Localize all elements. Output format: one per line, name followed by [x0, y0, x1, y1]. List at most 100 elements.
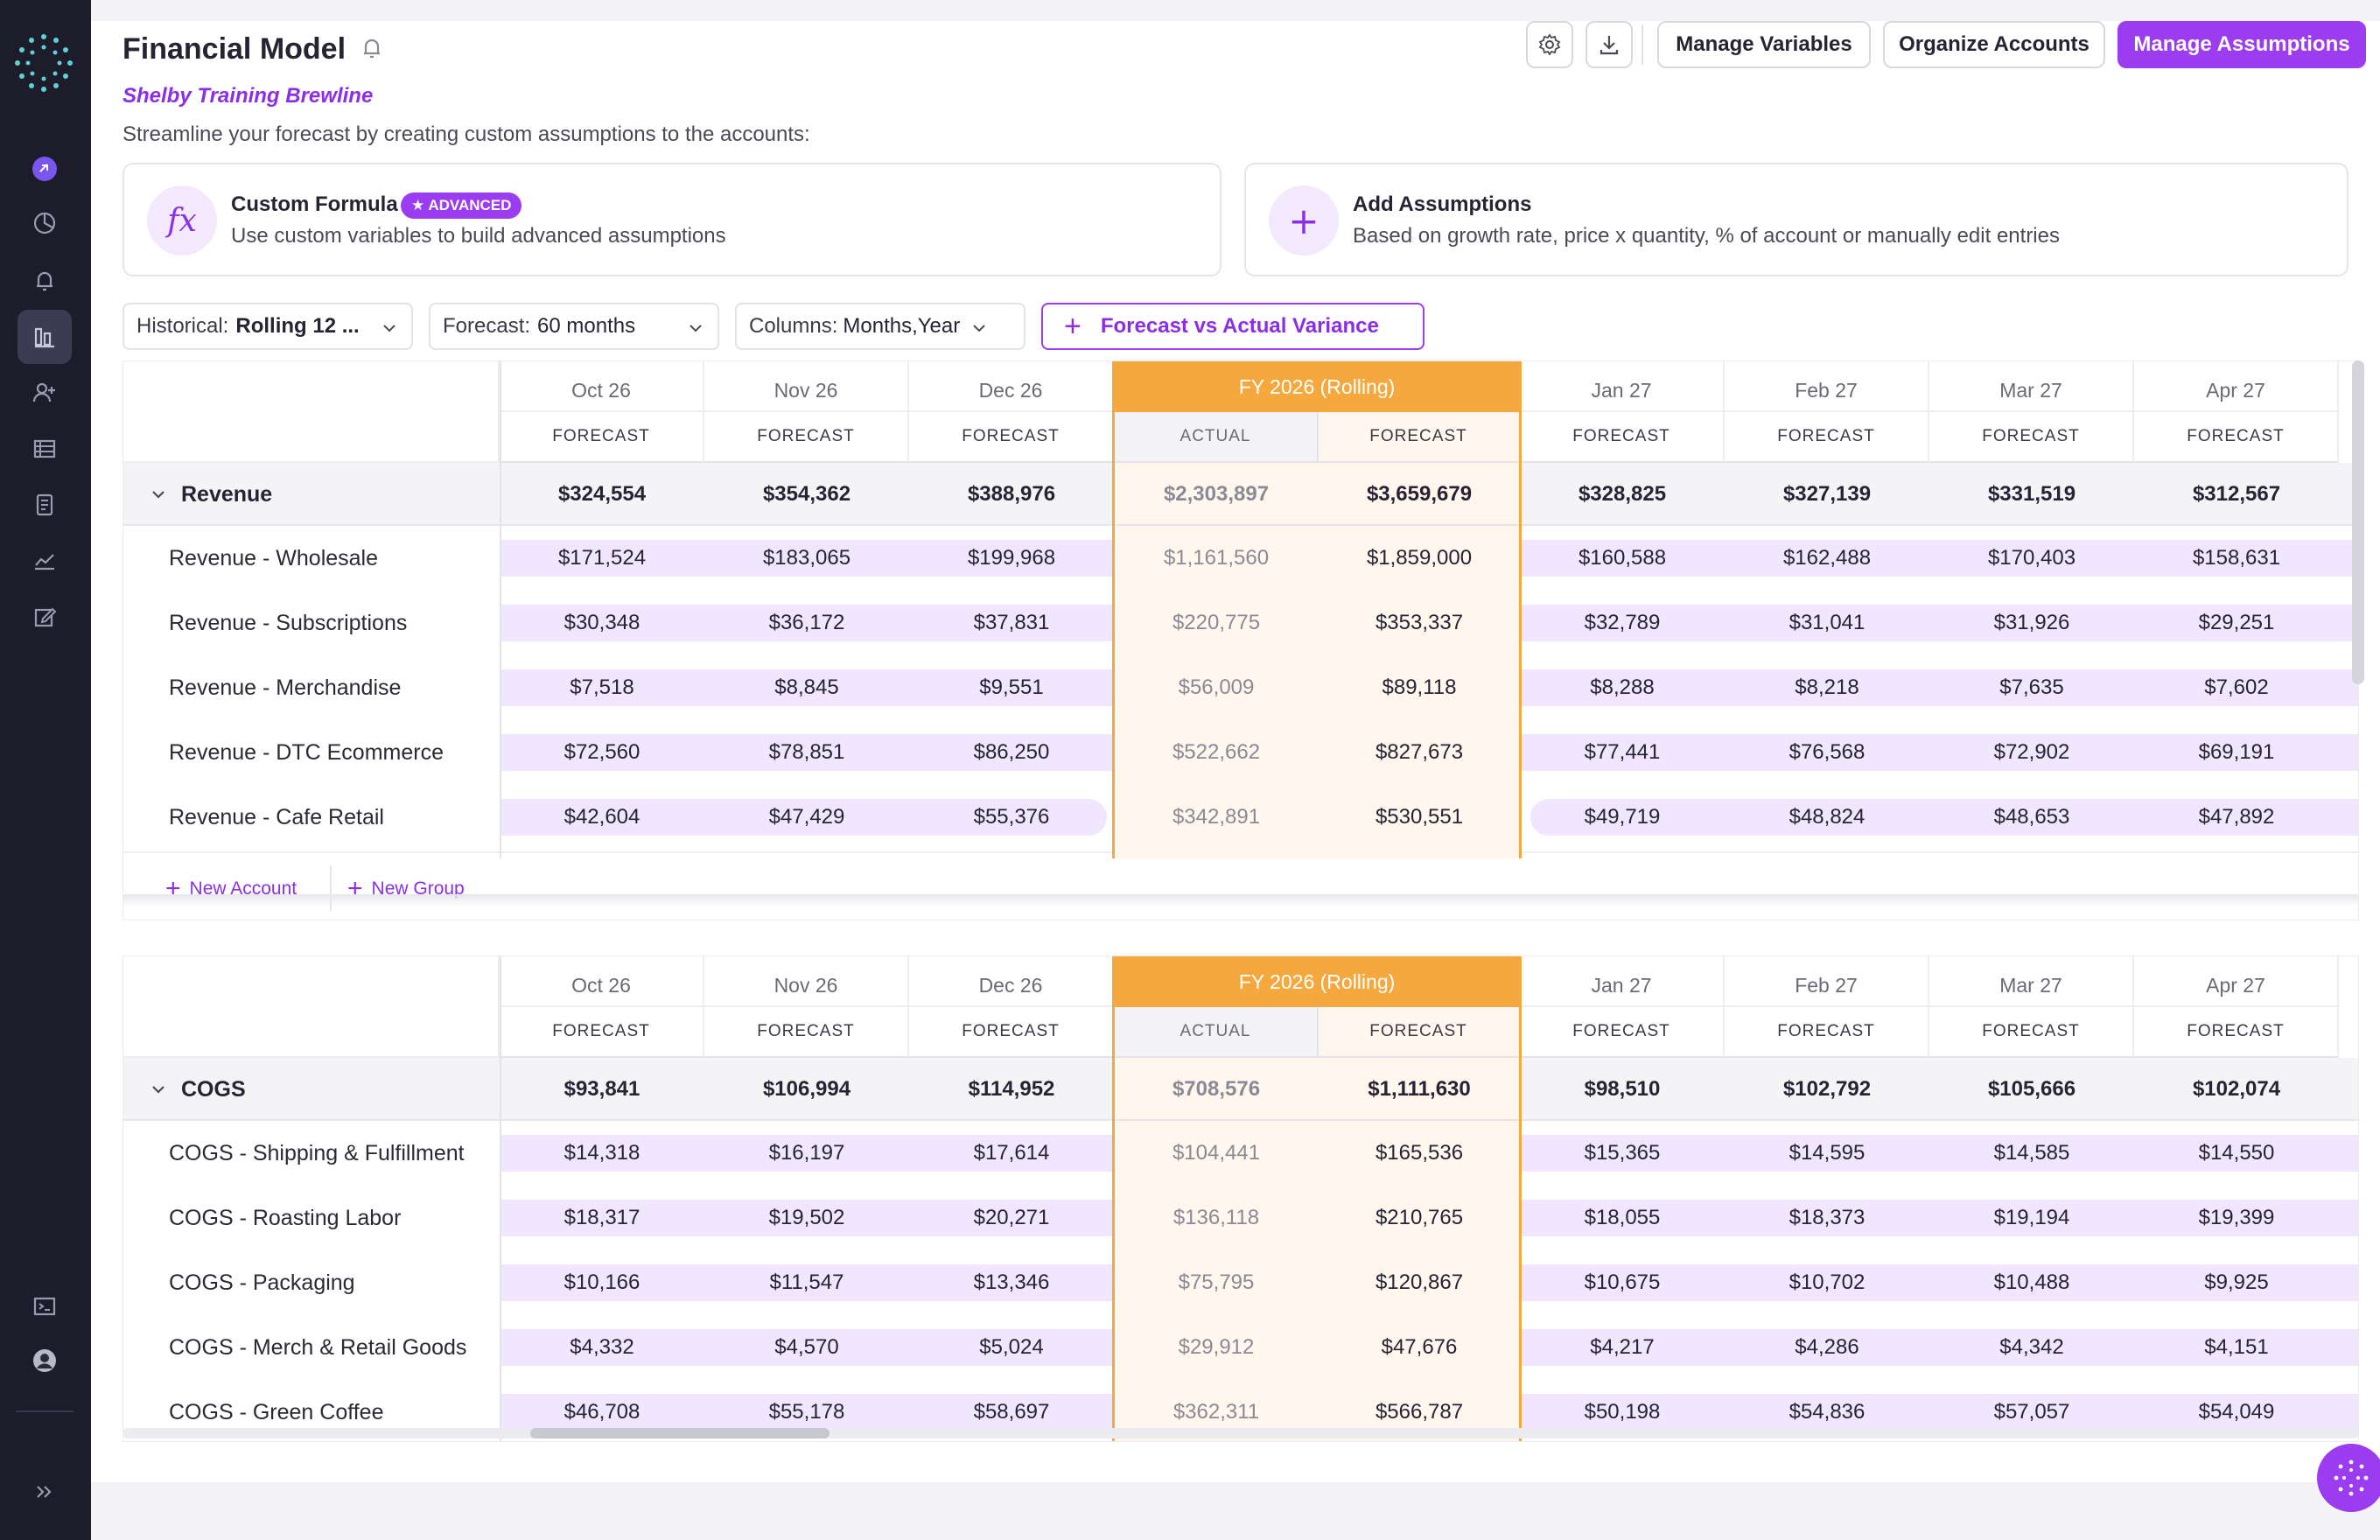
account-value[interactable]: $4,570 [774, 1335, 839, 1359]
download-button[interactable] [1586, 21, 1633, 68]
group-name[interactable]: Revenue [181, 481, 273, 507]
account-value[interactable]: $4,342 [1999, 1335, 2064, 1359]
account-value[interactable]: $72,902 [1993, 740, 2070, 764]
account-value[interactable]: $13,346 [973, 1270, 1050, 1294]
account-value[interactable]: $48,653 [1993, 805, 2070, 829]
logo-icon[interactable] [12, 32, 75, 94]
organize-accounts-button[interactable]: Organize Accounts [1883, 21, 2105, 68]
profile-icon[interactable] [18, 1334, 72, 1388]
account-value[interactable]: $10,702 [1788, 1270, 1866, 1294]
account-value[interactable]: $78,851 [768, 740, 845, 764]
account-value[interactable]: $14,595 [1788, 1141, 1866, 1165]
account-value[interactable]: $530,551 [1375, 805, 1464, 829]
account-value[interactable]: $14,318 [564, 1141, 640, 1165]
account-value[interactable]: $4,332 [570, 1335, 634, 1359]
columns-dropdown[interactable]: Columns: Months,Year [735, 303, 1026, 350]
account-value[interactable]: $210,765 [1375, 1206, 1464, 1229]
account-value[interactable]: $49,719 [1584, 805, 1661, 829]
account-value[interactable]: $16,197 [768, 1141, 845, 1165]
account-name[interactable]: Revenue - Wholesale [169, 545, 379, 570]
users-icon[interactable] [18, 366, 72, 420]
account-value[interactable]: $17,614 [973, 1141, 1050, 1165]
account-value[interactable]: $54,049 [2198, 1400, 2275, 1424]
account-value[interactable]: $19,399 [2198, 1206, 2275, 1229]
terminal-icon[interactable] [18, 1279, 72, 1334]
expand-icon[interactable] [18, 1465, 72, 1519]
financial-model-icon[interactable] [18, 310, 72, 364]
account-value[interactable]: $55,178 [768, 1400, 845, 1424]
account-value[interactable]: $827,673 [1375, 740, 1464, 764]
account-value[interactable]: $47,676 [1381, 1335, 1458, 1359]
horizontal-scrollbar[interactable] [530, 1428, 830, 1438]
account-value[interactable]: $1,859,000 [1366, 546, 1473, 570]
account-value[interactable]: $18,317 [564, 1206, 640, 1229]
account-value[interactable]: $31,926 [1993, 611, 2070, 634]
edit-icon[interactable] [18, 590, 72, 644]
account-value[interactable]: $37,831 [973, 611, 1050, 634]
account-value[interactable]: $183,065 [762, 546, 851, 570]
account-value[interactable]: $165,536 [1375, 1141, 1464, 1165]
dashboard-icon[interactable] [18, 196, 72, 250]
account-value[interactable]: $19,502 [768, 1206, 845, 1229]
account-value[interactable]: $86,250 [973, 740, 1050, 764]
account-value[interactable]: $18,055 [1584, 1206, 1661, 1229]
account-value[interactable]: $46,708 [564, 1400, 640, 1424]
account-value[interactable]: $48,824 [1788, 805, 1866, 829]
account-value[interactable]: $11,547 [769, 1270, 844, 1294]
manage-variables-button[interactable]: Manage Variables [1657, 21, 1871, 68]
account-value[interactable]: $47,892 [2198, 805, 2275, 829]
forecast-vs-actual-variance-button[interactable]: + Forecast vs Actual Variance [1041, 303, 1424, 350]
account-value[interactable]: $8,288 [1590, 676, 1655, 699]
account-name[interactable]: COGS - Shipping & Fulfillment [169, 1140, 465, 1166]
account-value[interactable]: $9,925 [2204, 1270, 2269, 1294]
account-value[interactable]: $18,373 [1788, 1206, 1866, 1229]
assistant-button[interactable] [2317, 1444, 2380, 1512]
analytics-icon[interactable] [18, 534, 72, 588]
account-value[interactable]: $42,604 [564, 805, 640, 829]
account-name[interactable]: COGS - Roasting Labor [169, 1205, 402, 1230]
account-value[interactable]: $160,588 [1578, 546, 1667, 570]
account-value[interactable]: $199,968 [967, 546, 1056, 570]
account-value[interactable]: $14,585 [1993, 1141, 2070, 1165]
bell-icon[interactable] [357, 33, 387, 63]
account-value[interactable]: $10,488 [1993, 1270, 2070, 1294]
account-name[interactable]: Revenue - Subscriptions [169, 610, 408, 635]
account-value[interactable]: $7,518 [570, 676, 634, 699]
account-value[interactable]: $50,198 [1584, 1400, 1661, 1424]
vertical-scrollbar[interactable] [2352, 360, 2364, 684]
account-value[interactable]: $566,787 [1375, 1400, 1464, 1424]
account-value[interactable]: $76,568 [1788, 740, 1866, 764]
account-value[interactable]: $32,789 [1584, 611, 1661, 634]
chevron-down-icon[interactable] [150, 486, 167, 503]
account-name[interactable]: Revenue - DTC Ecommerce [169, 739, 444, 765]
account-value[interactable]: $20,271 [973, 1206, 1050, 1229]
manage-assumptions-button[interactable]: Manage Assumptions [2118, 21, 2366, 68]
account-value[interactable]: $14,550 [2198, 1141, 2275, 1165]
account-name[interactable]: Revenue - Cafe Retail [169, 804, 384, 830]
transactions-icon[interactable] [18, 422, 72, 476]
account-value[interactable]: $57,057 [1993, 1400, 2070, 1424]
forecast-dropdown[interactable]: Forecast: 60 months [429, 303, 719, 350]
account-value[interactable]: $171,524 [557, 546, 647, 570]
account-value[interactable]: $72,560 [564, 740, 640, 764]
chevron-down-icon[interactable] [150, 1081, 167, 1098]
custom-formula-card[interactable]: fx Custom Formula ★ ADVANCED Use custom … [122, 163, 1222, 276]
account-value[interactable]: $15,365 [1584, 1141, 1661, 1165]
account-value[interactable]: $8,218 [1795, 676, 1859, 699]
account-value[interactable]: $158,631 [2192, 546, 2281, 570]
account-value[interactable]: $4,286 [1795, 1335, 1859, 1359]
group-name[interactable]: COGS [181, 1076, 246, 1102]
integrations-icon[interactable] [18, 142, 72, 196]
settings-button[interactable] [1526, 21, 1573, 68]
account-value[interactable]: $162,488 [1782, 546, 1872, 570]
account-value[interactable]: $77,441 [1584, 740, 1661, 764]
account-value[interactable]: $47,429 [768, 805, 845, 829]
account-value[interactable]: $30,348 [564, 611, 640, 634]
account-value[interactable]: $36,172 [768, 611, 845, 634]
account-value[interactable]: $4,151 [2204, 1335, 2269, 1359]
account-name[interactable]: Revenue - Merchandise [169, 675, 402, 700]
account-value[interactable]: $7,602 [2204, 676, 2269, 699]
reports-icon[interactable] [18, 478, 72, 532]
account-value[interactable]: $5,024 [979, 1335, 1044, 1359]
account-value[interactable]: $19,194 [1993, 1206, 2070, 1229]
